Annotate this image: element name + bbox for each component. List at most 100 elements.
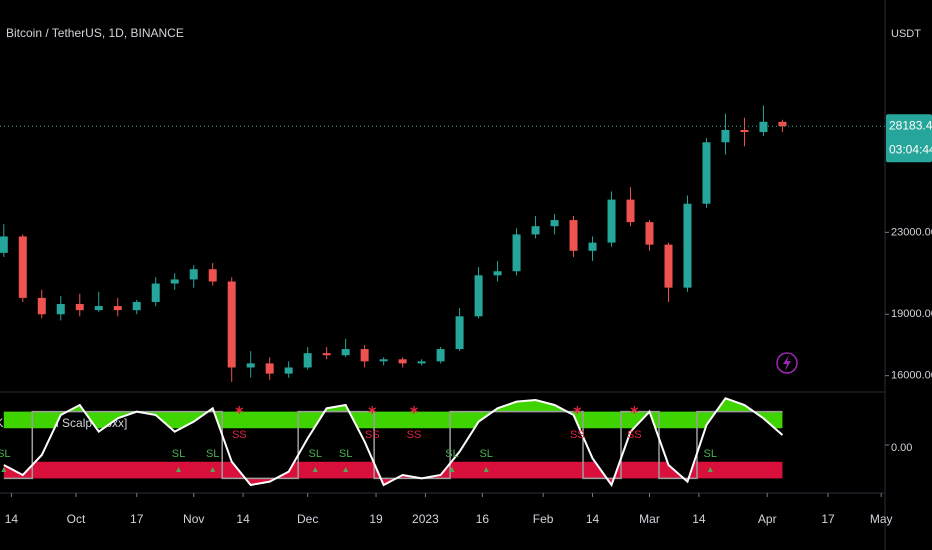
x-tick-label: Nov [183, 512, 204, 526]
candle-body [151, 283, 160, 302]
signal-label: SL [309, 448, 322, 460]
signal-label: SL [479, 448, 492, 460]
candle-body [208, 269, 217, 282]
alert-icon[interactable] [776, 352, 798, 374]
x-tick-label: 14 [236, 512, 250, 526]
candle-body [531, 226, 540, 235]
candle-body [379, 359, 388, 362]
candle-body [0, 236, 8, 253]
candle-body [18, 236, 27, 298]
candle-body [360, 349, 369, 362]
x-tick-label: Mar [639, 512, 660, 526]
x-tick-label: May [870, 512, 893, 526]
x-tick-label: 14 [5, 512, 19, 526]
signal-label: SL [445, 448, 458, 460]
candle-body [702, 142, 711, 204]
candle-body [75, 304, 84, 311]
candle-body [246, 363, 255, 368]
candle-body [740, 130, 749, 133]
candle-body [132, 301, 141, 311]
signal-arrow [312, 467, 318, 472]
candle-body [512, 234, 521, 272]
candle-body [56, 304, 65, 315]
x-tick-label: Apr [758, 512, 777, 526]
signal-arrow [1, 467, 7, 472]
y-tick-label: 19000.00 [891, 308, 932, 320]
candle-body [759, 121, 768, 133]
candle-body [303, 353, 312, 368]
signal-label: SL [0, 448, 11, 460]
candle-body [493, 271, 502, 276]
signal-line [3, 397, 784, 488]
candle-body [398, 359, 407, 364]
candle-body [37, 297, 46, 315]
candle-body [626, 199, 635, 223]
signal-arrow [483, 467, 489, 472]
candle-body [607, 199, 616, 243]
candle-body [664, 244, 673, 288]
countdown-label: 03:04:44 [889, 142, 932, 156]
signal-label: SS [232, 429, 247, 441]
signal-label: SL [704, 448, 717, 460]
signal-arrow [210, 467, 216, 472]
y-tick-label: 23000.00 [891, 226, 932, 238]
y-tick-label: 0.00 [891, 442, 912, 454]
chart-title: Bitcoin / TetherUS, 1D, BINANCE [6, 26, 184, 40]
x-tick-label: 14 [586, 512, 600, 526]
candle-body [284, 367, 293, 374]
axis-label: USDT [891, 28, 921, 40]
x-tick-label: 16 [476, 512, 490, 526]
signal-arrow [176, 467, 182, 472]
candle-body [94, 306, 103, 311]
signal-arrow [343, 467, 349, 472]
signal-star [368, 406, 377, 414]
candle-body [588, 242, 597, 251]
x-tick-label: Dec [297, 512, 318, 526]
signal-label: SL [172, 448, 185, 460]
x-tick-label: Oct [67, 512, 86, 526]
candle-body [778, 121, 787, 127]
candle-body [683, 203, 692, 288]
signal-label: SL [206, 448, 219, 460]
signal-label: SS [570, 429, 585, 441]
candle-body [341, 349, 350, 356]
signal-star [630, 406, 639, 414]
candle-body [645, 222, 654, 245]
signal-label: SL [339, 448, 352, 460]
alert-bolt [783, 355, 791, 371]
signal-label: SS [627, 429, 642, 441]
signal-arrow [707, 467, 713, 472]
signal-star [235, 406, 244, 414]
x-tick-label: 17 [130, 512, 144, 526]
y-tick-label: 16000.00 [891, 370, 932, 382]
signal-star [573, 406, 582, 414]
signal-label: SS [407, 429, 422, 441]
candle-body [455, 316, 464, 350]
alert-circle [776, 352, 798, 374]
candle-body [721, 130, 730, 143]
x-tick-label: 14 [692, 512, 706, 526]
last-price-box [886, 114, 932, 163]
candle-body [265, 363, 274, 374]
signal-label: SS [365, 429, 380, 441]
candle-body [227, 281, 236, 368]
x-tick-label: 17 [821, 512, 835, 526]
candle-body [113, 306, 122, 311]
candle-body [569, 220, 578, 251]
candle-body [189, 269, 198, 280]
candle-body [436, 349, 445, 362]
candle-body [550, 220, 559, 227]
candle-body [170, 279, 179, 284]
candle-body [322, 353, 331, 356]
up-fill [3, 398, 783, 429]
signal-arrow [449, 467, 455, 472]
x-tick-label: 2023 [412, 512, 439, 526]
candle-body [474, 275, 483, 317]
x-tick-label: 19 [369, 512, 383, 526]
down-fill [3, 461, 783, 485]
x-tick-label: Feb [533, 512, 554, 526]
last-price-label: 28183.41 [889, 118, 932, 132]
signal-star [410, 406, 418, 414]
